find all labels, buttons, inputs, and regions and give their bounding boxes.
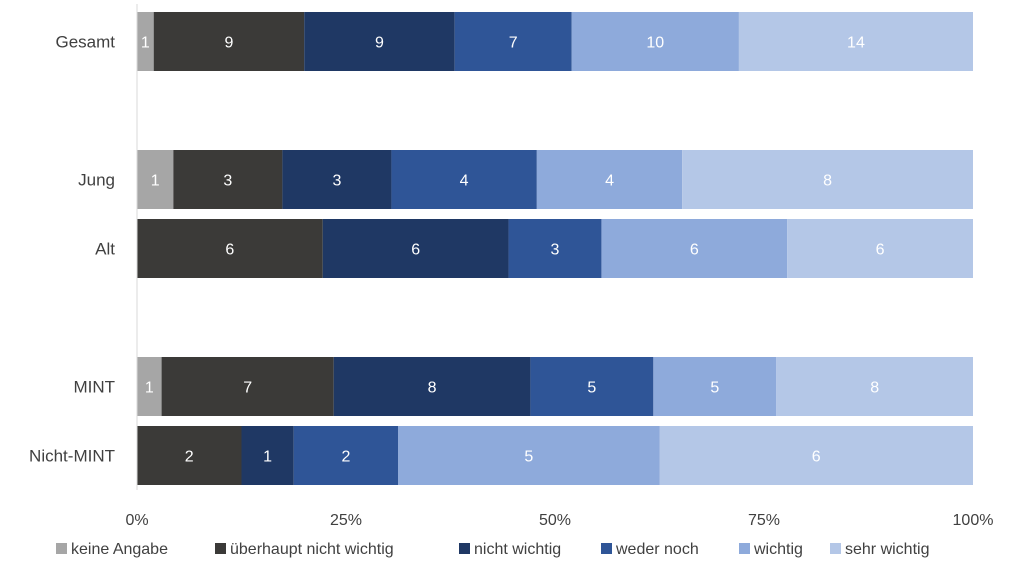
bar-segment — [137, 150, 174, 209]
segment-value-label: 4 — [460, 173, 469, 190]
bar-segment — [173, 150, 283, 209]
bar-segment — [682, 150, 973, 209]
bar-segment — [571, 12, 739, 71]
bar-segment — [137, 426, 242, 485]
bar-segment — [776, 357, 973, 416]
segment-value-label: 6 — [812, 449, 821, 466]
category-label: Alt — [95, 240, 115, 259]
segment-value-label: 4 — [605, 173, 614, 190]
segment-value-label: 6 — [411, 242, 420, 259]
bar-segment — [137, 357, 162, 416]
x-tick-label: 100% — [953, 512, 994, 529]
category-label: Gesamt — [55, 33, 115, 52]
bar-segment — [601, 219, 788, 278]
segment-value-label: 7 — [509, 35, 518, 52]
segment-value-label: 3 — [551, 242, 560, 259]
bar-segment — [398, 426, 660, 485]
legend: keine Angabe überhaupt nicht wichtig nicht… — [56, 541, 929, 558]
bar-segment — [738, 12, 973, 71]
legend-label: sehr wichtig — [845, 541, 929, 558]
segment-value-label: 1 — [151, 173, 160, 190]
bar-segment — [530, 357, 654, 416]
bar-segment — [304, 12, 455, 71]
segment-value-label: 8 — [870, 380, 879, 397]
bar-segment — [787, 219, 973, 278]
bars-layer: 19971014133448066366178558021256 — [133, 12, 973, 485]
segment-value-label: 9 — [225, 35, 234, 52]
bar-segment — [137, 12, 154, 71]
segment-value-label: 1 — [141, 35, 150, 52]
legend-label: wichtig — [753, 541, 803, 558]
bar-segment — [322, 219, 509, 278]
category-label: Jung — [78, 171, 115, 190]
bar-segment — [137, 219, 323, 278]
segment-value-label: 3 — [332, 173, 341, 190]
x-tick-label: 0% — [125, 512, 148, 529]
segment-value-label: 10 — [646, 35, 664, 52]
segment-value-label: 8 — [823, 173, 832, 190]
legend-label: überhaupt nicht wichtig — [230, 541, 394, 558]
segment-value-label: 5 — [587, 380, 596, 397]
bar-segment — [161, 357, 334, 416]
category-label: MINT — [73, 378, 115, 397]
segment-value-label: 2 — [185, 449, 194, 466]
legend-swatch — [215, 543, 226, 554]
segment-value-label: 2 — [342, 449, 351, 466]
bar-segment — [282, 150, 392, 209]
segment-value-label: 6 — [690, 242, 699, 259]
x-axis-ticks: 0% 25% 50% 75% 100% — [125, 512, 993, 529]
x-tick-label: 75% — [748, 512, 780, 529]
bar-segment — [653, 357, 777, 416]
legend-swatch — [830, 543, 841, 554]
legend-label: nicht wichtig — [474, 541, 561, 558]
segment-value-label: 5 — [710, 380, 719, 397]
segment-value-label: 6 — [876, 242, 885, 259]
legend-swatch — [601, 543, 612, 554]
x-tick-label: 50% — [539, 512, 571, 529]
bar-segment — [391, 150, 537, 209]
bar-segment — [333, 357, 531, 416]
category-label: Nicht-MINT — [29, 447, 115, 466]
x-tick-label: 25% — [330, 512, 362, 529]
segment-value-label: 9 — [375, 35, 384, 52]
segment-value-label: 6 — [225, 242, 234, 259]
legend-swatch — [739, 543, 750, 554]
legend-label: weder noch — [615, 541, 699, 558]
segment-value-label: 8 — [428, 380, 437, 397]
segment-value-label: 5 — [524, 449, 533, 466]
bar-segment — [293, 426, 399, 485]
segment-value-label: 1 — [145, 380, 154, 397]
legend-label: keine Angabe — [71, 541, 168, 558]
bar-segment — [659, 426, 973, 485]
bar-segment — [241, 426, 294, 485]
bar-segment — [454, 12, 572, 71]
bar-segment — [153, 12, 305, 71]
segment-value-label: 14 — [847, 35, 865, 52]
category-labels: Gesamt Jung Alt MINT Nicht-MINT — [29, 33, 115, 466]
bar-segment — [536, 150, 683, 209]
legend-swatch — [56, 543, 67, 554]
legend-swatch — [459, 543, 470, 554]
segment-value-label: 1 — [263, 449, 272, 466]
segment-value-label: 3 — [223, 173, 232, 190]
segment-value-label: 7 — [243, 380, 252, 397]
bar-segment — [508, 219, 602, 278]
